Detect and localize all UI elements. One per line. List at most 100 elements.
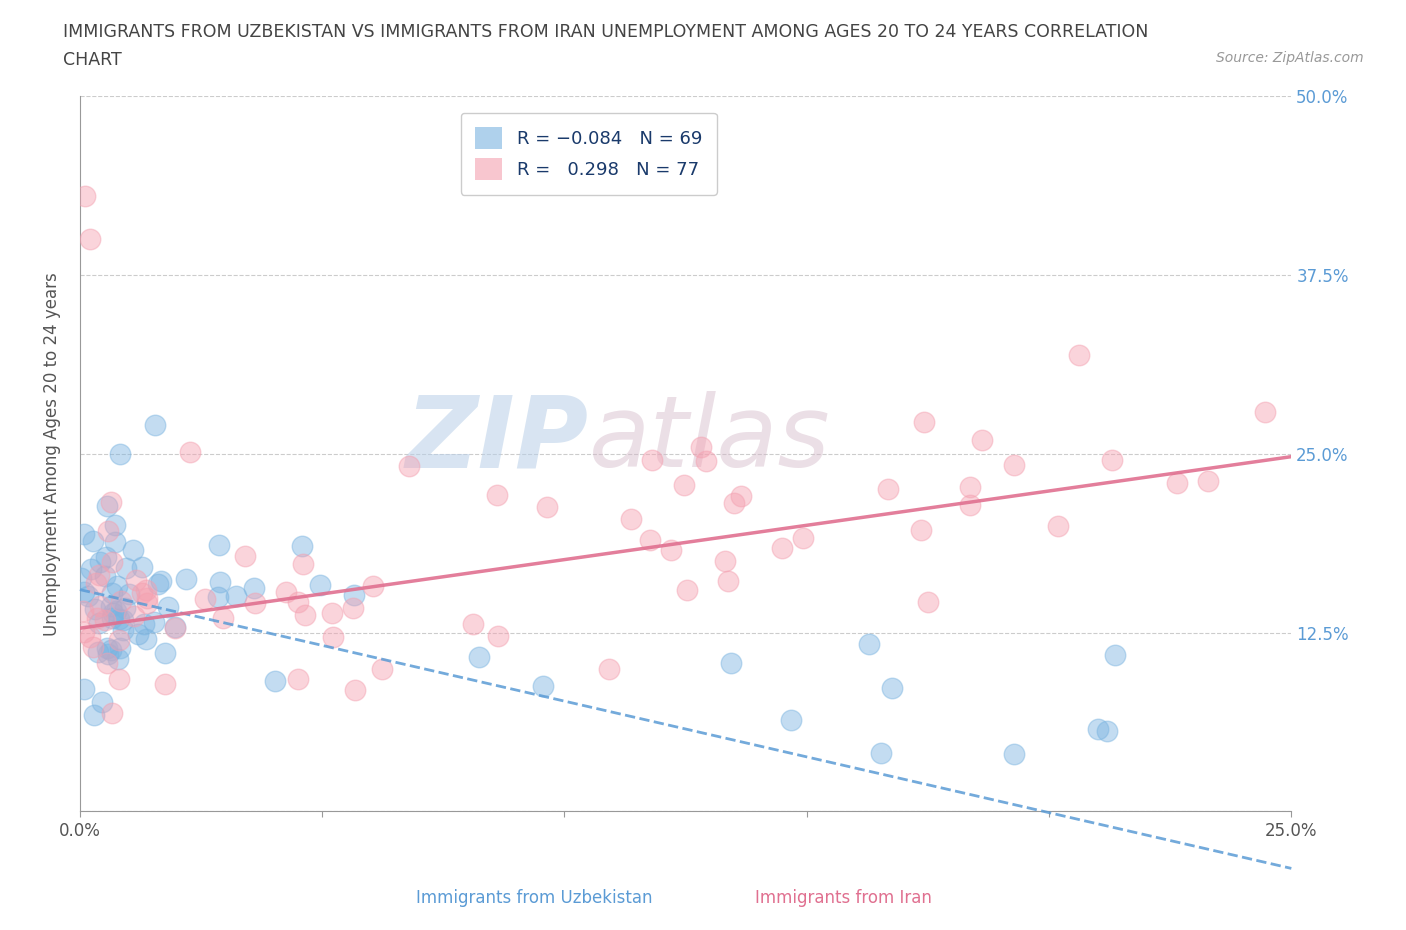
Point — [917, 594, 939, 609]
Point — [536, 499, 558, 514]
Point — [77, 589, 100, 604]
Point — [361, 578, 384, 593]
Point — [208, 574, 231, 589]
Point — [134, 617, 156, 631]
Point — [156, 600, 179, 615]
Point — [125, 573, 148, 588]
Point — [73, 189, 96, 204]
Point — [79, 630, 101, 644]
Point — [100, 599, 122, 614]
Point — [207, 590, 229, 604]
Point — [243, 580, 266, 595]
Point — [690, 440, 713, 455]
Point — [287, 595, 309, 610]
Point — [398, 458, 420, 473]
Point — [959, 480, 981, 495]
Point — [101, 585, 124, 600]
Point — [673, 478, 696, 493]
Point — [111, 613, 134, 628]
Point — [79, 232, 101, 246]
Point — [96, 640, 118, 655]
Point — [910, 523, 932, 538]
Point — [723, 496, 745, 511]
Point — [80, 562, 103, 577]
Point — [233, 549, 256, 564]
Point — [127, 627, 149, 642]
Point — [136, 596, 159, 611]
Point — [131, 586, 153, 601]
Point — [131, 560, 153, 575]
Point — [153, 645, 176, 660]
Point — [1047, 518, 1070, 533]
Point — [87, 644, 110, 659]
Point — [103, 605, 125, 620]
Point — [638, 533, 661, 548]
Point — [970, 432, 993, 447]
Text: CHART: CHART — [63, 51, 122, 69]
Point — [343, 683, 366, 698]
Point — [716, 573, 738, 588]
Point — [165, 620, 187, 635]
Point — [142, 615, 165, 630]
Point — [108, 633, 131, 648]
Point — [291, 538, 314, 553]
Point — [153, 677, 176, 692]
Point — [640, 452, 662, 467]
Point — [105, 578, 128, 593]
Point — [107, 651, 129, 666]
Point — [1002, 458, 1025, 473]
Point — [122, 542, 145, 557]
Point — [1087, 722, 1109, 737]
Text: ZIP: ZIP — [406, 391, 589, 488]
Point — [82, 533, 104, 548]
Point — [858, 636, 880, 651]
Point — [108, 641, 131, 656]
Point — [1104, 647, 1126, 662]
Point — [1197, 473, 1219, 488]
Point — [111, 622, 134, 637]
Point — [115, 560, 138, 575]
Point — [148, 577, 170, 591]
Point — [94, 568, 117, 583]
Point — [882, 680, 904, 695]
Point — [89, 599, 111, 614]
Text: Source: ZipAtlas.com: Source: ZipAtlas.com — [1216, 51, 1364, 65]
Point — [124, 609, 146, 624]
Point — [292, 557, 315, 572]
Point — [73, 526, 96, 541]
Point — [104, 535, 127, 550]
Point — [959, 498, 981, 512]
Point — [468, 649, 491, 664]
Point — [876, 482, 898, 497]
Point — [779, 713, 801, 728]
Y-axis label: Unemployment Among Ages 20 to 24 years: Unemployment Among Ages 20 to 24 years — [44, 272, 60, 636]
Point — [100, 643, 122, 658]
Point — [1254, 405, 1277, 419]
Point — [225, 589, 247, 604]
Point — [82, 640, 104, 655]
Point — [371, 661, 394, 676]
Point — [89, 568, 111, 583]
Point — [322, 630, 344, 644]
Point — [73, 682, 96, 697]
Point — [70, 571, 93, 586]
Point — [96, 498, 118, 513]
Point — [321, 605, 343, 620]
Text: Immigrants from Uzbekistan: Immigrants from Uzbekistan — [416, 889, 652, 907]
Point — [108, 611, 131, 626]
Point — [212, 610, 235, 625]
Point — [174, 572, 197, 587]
Point — [486, 487, 509, 502]
Point — [118, 587, 141, 602]
Point — [73, 625, 96, 640]
Point — [730, 488, 752, 503]
Point — [100, 706, 122, 721]
Point — [343, 588, 366, 603]
Point — [770, 540, 793, 555]
Point — [100, 555, 122, 570]
Point — [108, 672, 131, 687]
Point — [264, 673, 287, 688]
Point — [1095, 724, 1118, 738]
Point — [294, 608, 316, 623]
Point — [714, 554, 737, 569]
